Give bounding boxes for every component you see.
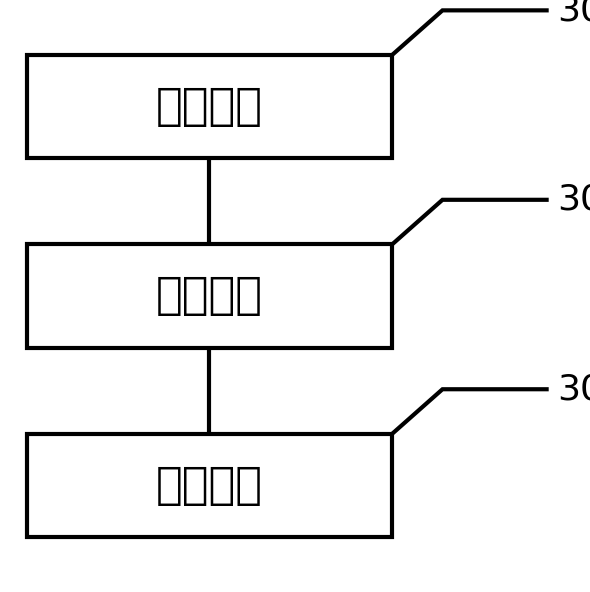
Text: 响应模块: 响应模块	[156, 464, 263, 507]
Bar	[27, 244, 392, 348]
Text: 303: 303	[558, 372, 590, 406]
Text: 301: 301	[558, 0, 590, 27]
Text: 接收模块: 接收模块	[156, 275, 263, 317]
Text: 显示模块: 显示模块	[156, 85, 263, 128]
Bar	[27, 433, 392, 538]
Bar	[27, 54, 392, 158]
Text: 302: 302	[558, 183, 590, 217]
